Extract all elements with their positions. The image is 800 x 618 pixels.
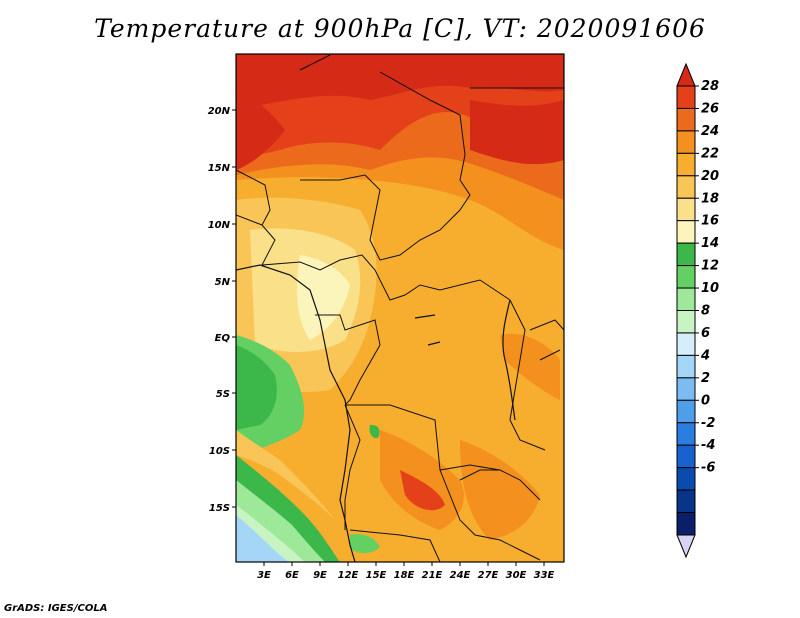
colorbar-swatch — [676, 242, 696, 267]
lat-tick-label: 20N — [208, 106, 231, 117]
colorbar-level-label: 6 — [701, 326, 710, 341]
colorbar-swatch — [676, 152, 696, 177]
colorbar-swatch — [676, 197, 696, 222]
lat-tick-label: 15N — [208, 163, 231, 174]
lon-axis-labels: 3E 6E 9E 12E 15E 18E 21E 24E 27E 30E 33E — [257, 570, 554, 581]
colorbar-level-label: 8 — [701, 304, 710, 319]
colorbar-swatch — [676, 107, 696, 132]
colorbar-level-label: 2 — [701, 371, 710, 386]
lon-tick-label: 18E — [394, 570, 415, 581]
colorbar-swatch — [676, 489, 696, 514]
lon-tick-label: 15E — [366, 570, 387, 581]
colorbar-level-label: 4 — [700, 348, 710, 363]
colorbar-swatch — [676, 130, 696, 154]
plot-frame — [235, 53, 565, 563]
colorbar-level-label: 24 — [701, 124, 719, 139]
lat-tick-label: 10N — [208, 220, 231, 231]
lon-tick-label: 30E — [506, 570, 527, 581]
lon-tick-label: 9E — [313, 570, 327, 581]
lon-tick-label: 24E — [450, 570, 471, 581]
lon-tick-label: 21E — [422, 570, 443, 581]
colorbar-level-label: 18 — [701, 191, 719, 206]
colorbar-bottom-arrow — [676, 534, 696, 559]
map-title: Temperature at 900hPa [C], VT: 202009160… — [94, 14, 706, 43]
colorbar-swatch — [676, 220, 696, 244]
colorbar-level-label: 14 — [701, 236, 719, 251]
lat-tick-marks — [232, 109, 236, 508]
colorbar-swatch — [676, 85, 696, 109]
colorbar-swatch — [676, 444, 696, 469]
credit-label: GrADS: IGES/COLA — [4, 603, 108, 614]
lat-tick-label: EQ — [215, 333, 231, 344]
colorbar-top-arrow — [676, 62, 696, 87]
lat-tick-label: 10S — [209, 446, 230, 457]
colorbar-level-label: -4 — [701, 438, 715, 453]
colorbar-swatch — [676, 467, 696, 491]
colorbar-swatch — [676, 512, 696, 536]
country-borders — [236, 54, 564, 562]
colorbar-swatch — [676, 287, 696, 311]
colorbar-level-label: 28 — [701, 79, 719, 94]
lon-tick-marks — [263, 562, 545, 566]
colorbar-swatch — [676, 310, 696, 334]
colorbar-level-label: -6 — [701, 461, 715, 476]
colorbar-level-label: 16 — [701, 214, 719, 229]
colorbar-swatch — [676, 332, 696, 356]
colorbar-swatch — [676, 175, 696, 199]
colorbar-swatch — [676, 377, 696, 401]
colorbar-swatch — [676, 354, 696, 379]
lon-tick-label: 27E — [478, 570, 499, 581]
lon-tick-label: 12E — [338, 570, 359, 581]
colorbar-level-label: 10 — [701, 281, 719, 296]
colorbar-level-label: -2 — [701, 416, 715, 431]
colorbar-level-label: 26 — [701, 101, 719, 116]
lon-tick-label: 3E — [257, 570, 271, 581]
colorbar-swatch — [676, 422, 696, 446]
colorbar-level-label: 0 — [701, 393, 710, 408]
temperature-field — [236, 54, 564, 562]
colorbar-level-label: 12 — [701, 259, 719, 274]
lat-tick-label: 15S — [209, 503, 230, 514]
coastline — [236, 264, 516, 562]
lat-tick-label: 5S — [216, 389, 230, 400]
colorbar-swatch — [676, 265, 696, 289]
colorbar-swatch — [676, 399, 696, 424]
lon-tick-label: 6E — [285, 570, 299, 581]
lon-tick-label: 33E — [534, 570, 555, 581]
lat-tick-label: 5N — [215, 277, 231, 288]
colorbar-level-label: 20 — [701, 169, 719, 184]
colorbar-level-label: 22 — [701, 146, 719, 161]
lat-axis-labels: 20N 15N 10N 5N EQ 5S 10S 15S — [208, 106, 231, 514]
